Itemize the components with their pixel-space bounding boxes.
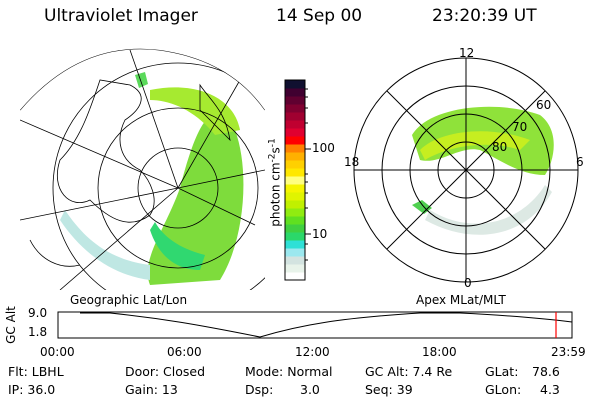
- glat-value: 78.6: [532, 364, 560, 379]
- colorbar-segment: [285, 80, 305, 89]
- colorbar-segment: [285, 264, 305, 273]
- mlat-label-60: 60: [536, 98, 552, 112]
- aurora-emission: [425, 185, 552, 235]
- colorbar-segment: [285, 160, 305, 169]
- timeline-ylabel: GC Alt: [3, 306, 18, 344]
- x-tick-1800: 18:00: [422, 345, 457, 359]
- door-status: Door: Closed: [125, 364, 206, 379]
- gc-alt-status: GC Alt: 7.4 Re: [365, 364, 453, 379]
- colorbar-segment: [285, 248, 305, 257]
- colorbar-segment: [285, 192, 305, 201]
- colorbar-segment: [285, 232, 305, 241]
- x-tick-0000: 00:00: [40, 345, 75, 359]
- y-tick-1-8: 1.8: [28, 325, 48, 339]
- apex-polar-map: [353, 57, 579, 283]
- x-tick-1200: 12:00: [295, 345, 330, 359]
- unit-text: photon cm: [268, 162, 283, 227]
- colorbar-segment: [285, 208, 305, 217]
- colorbar-segment: [285, 168, 305, 177]
- timeline-frame: [57, 311, 573, 339]
- aurora-emission: [150, 222, 205, 270]
- earth-limb: [20, 48, 265, 111]
- mlt-label-6: 6: [576, 155, 584, 169]
- colorbar-ticks: [305, 88, 311, 261]
- colorbar-segment: [285, 224, 305, 233]
- mode-status: Mode: Normal: [245, 364, 333, 379]
- seq-status: Seq: 39: [365, 382, 413, 397]
- aurora-emission: [150, 87, 240, 135]
- colorbar-segment: [285, 256, 305, 265]
- colorbar-segment: [285, 144, 305, 153]
- colorbar-segment: [285, 272, 305, 281]
- colorbar-segment: [285, 128, 305, 137]
- altitude-timeline: [57, 311, 573, 339]
- glon-value: 4.3: [540, 382, 560, 397]
- aurora-emission: [420, 131, 530, 160]
- glat-label: GLat:: [485, 364, 519, 379]
- date-label: 14 Sep 00: [276, 6, 363, 26]
- colorbar-segment: [285, 216, 305, 225]
- dsp-value: 3.0: [300, 382, 320, 397]
- aurora-emission: [135, 72, 148, 88]
- altitude-curve: [80, 312, 573, 338]
- y-tick-9: 9.0: [28, 306, 48, 320]
- colorbar-unit-label: photon cm-2s-1: [268, 113, 283, 253]
- colorbar-tick-100: 100: [312, 141, 335, 155]
- unit-text: s: [268, 147, 283, 154]
- filter-status: Flt: LBHL: [8, 364, 64, 379]
- colorbar: [285, 80, 305, 281]
- unit-exponent: -2: [267, 153, 278, 163]
- colorbar-segment: [285, 88, 305, 97]
- mlat-label-80: 80: [492, 140, 508, 154]
- aurora-emission: [60, 210, 150, 280]
- apex-label: Apex MLat/MLT: [416, 293, 506, 307]
- glon-label: GLon:: [485, 382, 522, 397]
- mlt-label-0: 0: [464, 276, 472, 290]
- colorbar-segment: [285, 104, 305, 113]
- colorbar-segment: [285, 176, 305, 185]
- x-tick-0600: 06:00: [167, 345, 202, 359]
- mlat-label-70: 70: [512, 120, 528, 134]
- colorbar-segment: [285, 112, 305, 121]
- unit-exponent: -1: [267, 138, 278, 148]
- colorbar-segment: [285, 96, 305, 105]
- time-label: 23:20:39 UT: [432, 6, 537, 26]
- colorbar-segment: [285, 152, 305, 161]
- colorbar-segment: [285, 200, 305, 209]
- instrument-title: Ultraviolet Imager: [44, 6, 198, 26]
- mlt-label-12: 12: [459, 46, 475, 60]
- gain-status: Gain: 13: [125, 382, 178, 397]
- colorbar-tick-10: 10: [312, 227, 328, 241]
- colorbar-segment: [285, 136, 305, 145]
- geographic-label: Geographic Lat/Lon: [70, 293, 188, 307]
- geographic-map: [20, 48, 265, 290]
- dsp-label: Dsp:: [245, 382, 274, 397]
- mlt-label-18: 18: [344, 155, 360, 169]
- colorbar-segment: [285, 184, 305, 193]
- x-tick-2359: 23:59: [551, 345, 586, 359]
- ip-status: IP: 36.0: [8, 382, 56, 397]
- colorbar-segment: [285, 120, 305, 129]
- colorbar-segment: [285, 240, 305, 249]
- colorbar-frame: [284, 79, 306, 281]
